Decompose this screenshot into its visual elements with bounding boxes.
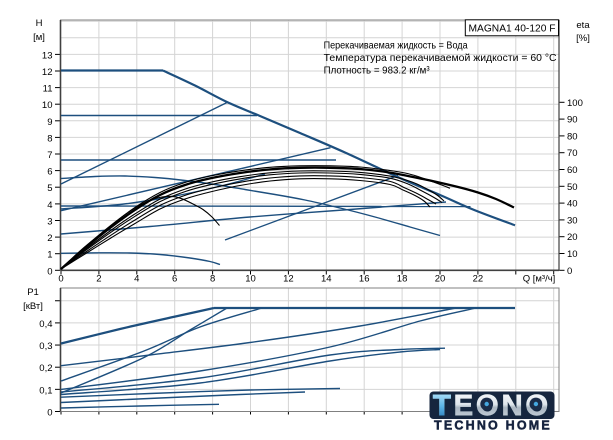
svg-text:7: 7 [47, 150, 52, 161]
svg-text:0: 0 [47, 408, 52, 419]
svg-text:3: 3 [47, 217, 52, 228]
svg-text:Плотность = 983.2 кг/м³: Плотность = 983.2 кг/м³ [324, 66, 431, 77]
svg-text:22: 22 [473, 274, 484, 285]
svg-text:0,4: 0,4 [39, 319, 52, 330]
svg-text:0: 0 [47, 266, 52, 277]
svg-text:0,3: 0,3 [39, 341, 52, 352]
svg-text:18: 18 [397, 274, 408, 285]
svg-text:20: 20 [567, 232, 578, 243]
svg-text:2: 2 [96, 274, 101, 285]
svg-text:100: 100 [567, 98, 583, 109]
svg-text:4: 4 [47, 200, 52, 211]
svg-text:H: H [36, 18, 43, 29]
svg-text:4: 4 [134, 274, 139, 285]
svg-text:11: 11 [43, 84, 53, 95]
svg-text:Перекачиваемая жидкость = Вода: Перекачиваемая жидкость = Вода [324, 41, 468, 52]
svg-text:12: 12 [42, 67, 53, 78]
svg-text:0,1: 0,1 [39, 385, 52, 396]
svg-text:TECHNO HOME: TECHNO HOME [434, 419, 552, 433]
svg-text:16: 16 [359, 274, 370, 285]
svg-text:10: 10 [42, 100, 53, 111]
svg-text:Q [м³/ч]: Q [м³/ч] [523, 274, 556, 285]
svg-text:13: 13 [42, 50, 53, 61]
svg-text:[кВт]: [кВт] [23, 301, 43, 312]
svg-text:2: 2 [47, 233, 52, 244]
svg-text:0: 0 [567, 266, 572, 277]
svg-text:eta: eta [576, 20, 590, 31]
svg-text:20: 20 [435, 274, 446, 285]
svg-text:0,2: 0,2 [39, 363, 52, 374]
svg-text:[м]: [м] [33, 32, 45, 43]
svg-text:50: 50 [567, 182, 578, 193]
svg-text:0: 0 [58, 274, 63, 285]
svg-text:60: 60 [567, 165, 578, 176]
svg-text:1: 1 [47, 250, 52, 261]
svg-text:8: 8 [210, 274, 215, 285]
svg-text:10: 10 [567, 249, 578, 260]
svg-text:14: 14 [321, 274, 332, 285]
svg-text:P1: P1 [27, 287, 39, 298]
svg-text:6: 6 [47, 167, 52, 178]
svg-text:9: 9 [47, 117, 52, 128]
svg-text:6: 6 [172, 274, 177, 285]
svg-text:30: 30 [567, 215, 578, 226]
svg-text:70: 70 [567, 148, 578, 159]
svg-text:Температура перекачиваемой жид: Температура перекачиваемой жидкости = 60… [324, 53, 557, 64]
svg-text:40: 40 [567, 199, 578, 210]
svg-text:90: 90 [567, 115, 578, 126]
svg-text:[%]: [%] [576, 33, 590, 44]
svg-text:5: 5 [47, 183, 52, 194]
svg-text:12: 12 [283, 274, 294, 285]
svg-text:80: 80 [567, 131, 578, 142]
svg-text:10: 10 [245, 274, 256, 285]
svg-text:T: T [433, 390, 454, 422]
svg-text:8: 8 [47, 133, 52, 144]
svg-text:MAGNA1 40-120 F: MAGNA1 40-120 F [469, 23, 556, 35]
